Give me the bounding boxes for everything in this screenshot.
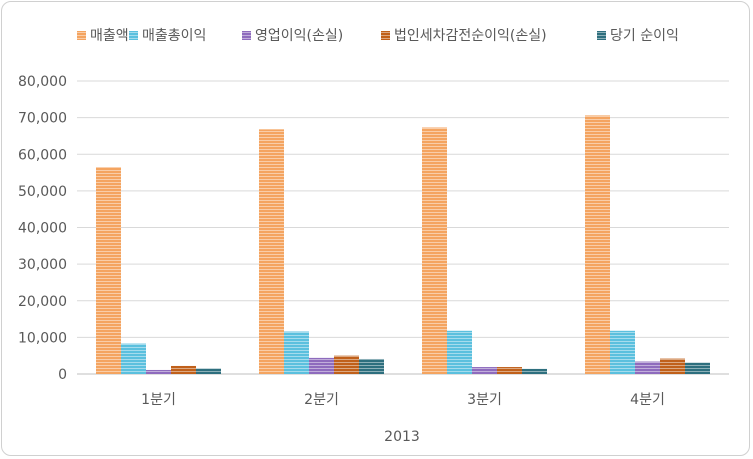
- y-tick-label: 60,000: [18, 147, 67, 163]
- legend-swatch: [597, 31, 606, 40]
- legend-label: 매출액: [90, 28, 129, 44]
- legend: 매출액 매출총이익 영업이익(손실) 법인세차감전순이익(손실) 당기 순이익: [77, 28, 679, 44]
- legend-label: 법인세차감전순이익(손실): [394, 28, 547, 44]
- legend-label: 당기 순이익: [610, 28, 679, 44]
- bar-5-4: [685, 362, 710, 374]
- bar-4-3: [497, 367, 522, 374]
- bar-4-2: [334, 355, 359, 374]
- legend-label: 영업이익(손실): [255, 28, 343, 44]
- legend-swatch: [77, 31, 86, 40]
- x-tick-label: 2분기: [304, 392, 339, 408]
- bar-1-1: [96, 167, 121, 374]
- bar-1-4: [585, 115, 610, 375]
- legend-swatch: [129, 31, 138, 40]
- gridlines: [77, 80, 729, 375]
- y-tick-label: 10,000: [18, 330, 67, 346]
- bar-3-2: [309, 357, 334, 374]
- x-tick-label: 3분기: [467, 392, 502, 408]
- bar-1-3: [422, 127, 447, 374]
- legend-swatch: [381, 31, 390, 40]
- y-tick-label: 80,000: [18, 74, 67, 90]
- bar-5-2: [359, 358, 384, 374]
- y-tick-label: 70,000: [18, 111, 67, 127]
- bar-1-2: [259, 129, 284, 374]
- bar-2-4: [610, 330, 635, 374]
- y-tick-label: 40,000: [18, 221, 67, 237]
- legend-label: 매출총이익: [142, 28, 206, 44]
- bar-3-4: [635, 361, 660, 374]
- bar-3-1: [146, 369, 171, 374]
- bar-4-4: [660, 358, 685, 374]
- y-tick-label: 30,000: [18, 257, 67, 273]
- x-tick-label: 1분기: [141, 392, 176, 408]
- bar-5-1: [196, 368, 221, 374]
- bar-2-3: [447, 330, 472, 374]
- bar-4-1: [171, 365, 196, 374]
- x-tick-label: 4분기: [630, 392, 665, 408]
- bar-2-2: [284, 331, 309, 374]
- y-tick-label: 50,000: [18, 184, 67, 200]
- bars: [96, 115, 710, 375]
- y-tick-label: 20,000: [18, 294, 67, 310]
- x-axis-title: 2013: [384, 429, 420, 445]
- legend-swatch: [242, 31, 251, 40]
- bar-5-3: [522, 368, 547, 374]
- x-axis: 1분기 2분기 3분기 4분기: [141, 392, 665, 408]
- bar-3-3: [472, 367, 497, 374]
- y-tick-label: 0: [58, 367, 67, 383]
- bar-2-1: [121, 343, 146, 374]
- y-axis: 0 10,000 20,000 30,000 40,000 50,000 60,000 70,…: [18, 74, 67, 383]
